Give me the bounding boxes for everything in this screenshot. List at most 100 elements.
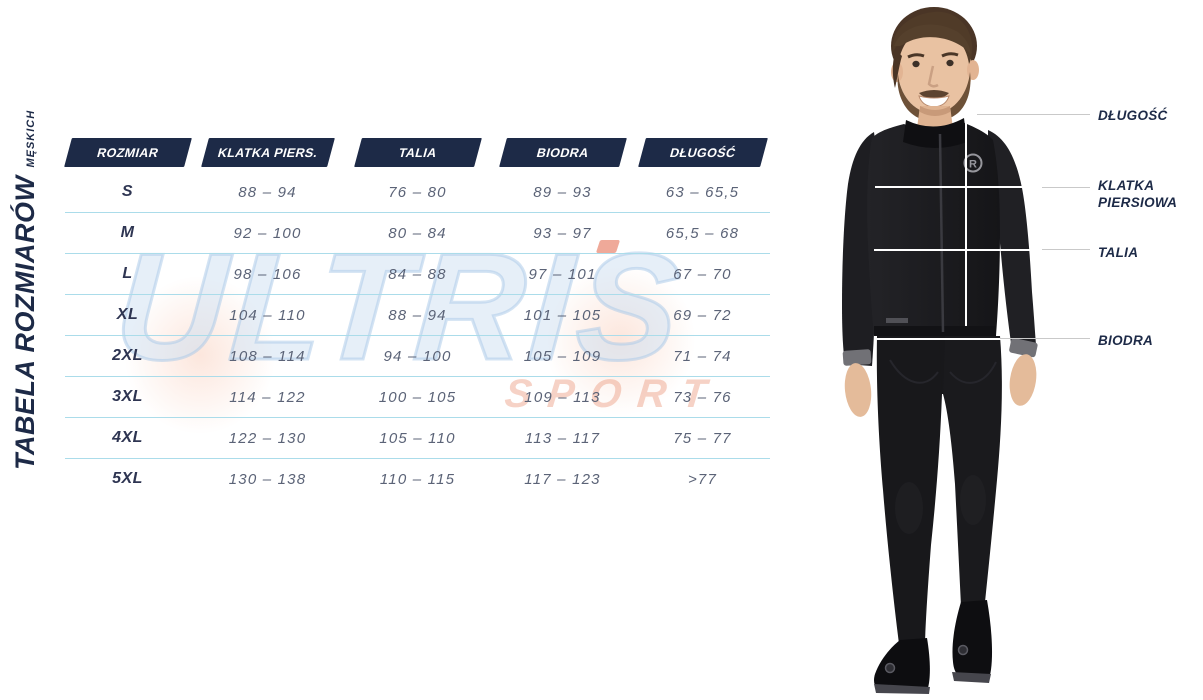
cell-size: 2XL: [112, 347, 143, 364]
right-shoe: [952, 600, 993, 682]
column-header-label: TALIA: [396, 145, 439, 160]
cell-chest: 88 – 94: [238, 183, 297, 201]
page-title-sub: MĘSKICH: [25, 109, 37, 168]
cell-length: 71 – 74: [673, 347, 732, 365]
cell-length: 69 – 72: [673, 306, 732, 324]
hair-fringe: [894, 24, 971, 54]
table-row: L 98 – 106 84 – 88 97 – 101 67 – 70: [65, 254, 770, 295]
waist-connector-line: [1042, 249, 1090, 250]
size-table: ROZMIAR KLATKA PIERS. TALIA BIODRA DŁUGOŚĆ S…: [63, 138, 770, 499]
cell-length: 73 – 76: [673, 388, 732, 406]
cell-hips: 101 – 105: [523, 306, 602, 324]
cell-length: 75 – 77: [673, 429, 732, 447]
column-header: DŁUGOŚĆ: [637, 138, 768, 167]
cell-hips: 109 – 113: [524, 388, 601, 406]
column-header-label: KLATKA PIERS.: [215, 145, 320, 160]
zipper: [938, 133, 945, 333]
cell-chest: 122 – 130: [228, 429, 307, 447]
measure-lines: [874, 118, 1048, 340]
column-header: ROZMIAR: [63, 138, 192, 167]
label-chest: KLATKA PIERSIOWA: [1098, 178, 1178, 210]
cell-size: XL: [116, 306, 139, 323]
watermark-glow: [515, 235, 725, 445]
svg-text:R: R: [969, 159, 977, 171]
cell-waist: 105 – 110: [379, 429, 456, 447]
cell-hips: 117 – 123: [524, 470, 601, 488]
right-leg: [943, 336, 1002, 606]
column-header-label: BIODRA: [534, 145, 591, 160]
cell-chest: 108 – 114: [229, 347, 306, 365]
cell-waist: 94 – 100: [383, 347, 452, 365]
hem-tag: [886, 318, 908, 323]
shoes: [874, 600, 993, 694]
cell-size: 5XL: [112, 470, 143, 487]
beard: [897, 72, 971, 122]
hair-top: [892, 11, 973, 65]
cell-chest: 92 – 100: [233, 224, 302, 242]
cell-size: 3XL: [112, 388, 143, 405]
cell-hips: 113 – 117: [524, 429, 601, 447]
column-header-label: ROZMIAR: [95, 145, 160, 160]
mustache: [919, 90, 949, 99]
face: [898, 26, 972, 114]
label-waist: TALIA: [1098, 245, 1139, 260]
cell-length: >77: [687, 470, 718, 488]
right-eyebrow: [941, 52, 959, 58]
cell-chest: 130 – 138: [228, 470, 307, 488]
nose: [927, 65, 939, 88]
cell-length: 63 – 65,5: [665, 183, 740, 201]
neck-shadow: [920, 106, 950, 116]
cell-chest: 104 – 110: [229, 306, 306, 324]
model-photo: R: [842, 7, 1048, 694]
cell-size: S: [121, 183, 134, 200]
cell-waist: 100 – 105: [378, 388, 457, 406]
table-row: M 92 – 100 80 – 84 93 – 97 65,5 – 68: [65, 213, 770, 254]
page-title-main: TABELA ROZMIARÓW: [10, 175, 40, 470]
jacket: R: [842, 118, 1038, 366]
cell-chest: 98 – 106: [233, 265, 302, 283]
cell-waist: 84 – 88: [388, 265, 447, 283]
column-header: BIODRA: [498, 138, 627, 167]
table-row: S 88 – 94 76 – 80 89 – 93 63 – 65,5: [65, 172, 770, 213]
cell-waist: 88 – 94: [388, 306, 447, 324]
cell-hips: 93 – 97: [533, 224, 592, 242]
table-row: 2XL 108 – 114 94 – 100 105 – 109 71 – 74: [65, 336, 770, 377]
cell-hips: 89 – 93: [533, 183, 592, 201]
watermark-glow: [95, 245, 305, 465]
left-eyebrow: [907, 53, 925, 59]
hem-band: [874, 326, 996, 336]
column-header-label: DŁUGOŚĆ: [667, 145, 738, 160]
column-header: KLATKA PIERS.: [200, 138, 335, 167]
tights: [876, 336, 1002, 644]
left-eye: [912, 60, 920, 68]
jacket-torso: [867, 122, 1000, 336]
cell-waist: 110 – 115: [379, 470, 456, 488]
right-cuff: [1009, 338, 1038, 358]
page-title: TABELA ROZMIARÓW MĘSKICH: [10, 110, 41, 470]
cell-hips: 105 – 109: [523, 347, 602, 365]
cell-length: 65,5 – 68: [665, 224, 740, 242]
label-hips: BIODRA: [1098, 333, 1154, 348]
smile: [918, 95, 950, 108]
table-row: 3XL 114 – 122 100 – 105 109 – 113 73 – 76: [65, 377, 770, 418]
left-hand: [844, 363, 872, 417]
length-connector-line: [977, 114, 1090, 115]
label-length: DŁUGOŚĆ: [1098, 108, 1168, 123]
left-cuff: [842, 349, 872, 366]
cell-waist: 80 – 84: [388, 224, 447, 242]
right-ear: [967, 60, 979, 80]
cell-length: 67 – 70: [673, 265, 732, 283]
table-header-row: ROZMIAR KLATKA PIERS. TALIA BIODRA DŁUGOŚĆ: [63, 138, 770, 172]
table-row: XL 104 – 110 88 – 94 101 – 105 69 – 72: [65, 295, 770, 336]
cell-hips: 97 – 101: [528, 265, 597, 283]
column-header: TALIA: [353, 138, 482, 167]
table-body: S 88 – 94 76 – 80 89 – 93 63 – 65,5 M 92 – 100…: [65, 172, 770, 499]
right-eye: [946, 59, 954, 67]
cell-size: L: [122, 265, 133, 282]
table-row: 4XL 122 – 130 105 – 110 113 – 117 75 – 77: [65, 418, 770, 459]
chest-connector-line: [1042, 187, 1090, 188]
cell-size: M: [120, 224, 135, 241]
left-shoe: [874, 638, 930, 693]
cell-chest: 114 – 122: [229, 388, 306, 406]
